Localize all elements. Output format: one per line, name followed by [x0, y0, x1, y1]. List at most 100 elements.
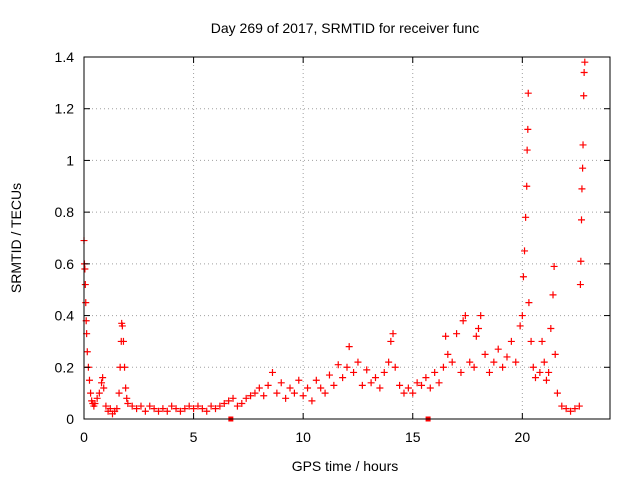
- data-point: [363, 366, 371, 374]
- data-point: [350, 368, 358, 376]
- data-point: [354, 358, 362, 366]
- data-point: [212, 405, 219, 413]
- data-point: [531, 374, 539, 382]
- data-point: [91, 399, 99, 407]
- data-point: [553, 389, 561, 397]
- data-point: [431, 368, 439, 376]
- data-point: [304, 384, 312, 392]
- data-point: [448, 358, 456, 366]
- data-point: [527, 337, 535, 345]
- data-point: [571, 405, 579, 413]
- data-point: [371, 374, 379, 382]
- data-point: [494, 345, 502, 353]
- x-tick-label: 0: [80, 429, 88, 445]
- data-point: [358, 381, 366, 389]
- data-point: [330, 381, 338, 389]
- data-point: [435, 379, 443, 387]
- y-tick-label: 0: [66, 411, 74, 427]
- data-point: [524, 89, 532, 97]
- data-points: [80, 58, 589, 422]
- data-point: [512, 358, 520, 366]
- data-point: [453, 330, 461, 338]
- data-point: [238, 399, 246, 407]
- data-point: [113, 405, 121, 413]
- data-point: [376, 384, 384, 392]
- data-point: [194, 402, 202, 410]
- data-point: [122, 384, 130, 392]
- data-point: [229, 394, 237, 402]
- data-point: [207, 402, 215, 410]
- data-point: [185, 402, 193, 410]
- data-point: [146, 402, 154, 410]
- data-point: [242, 394, 250, 402]
- data-point: [389, 330, 397, 338]
- data-point: [459, 317, 467, 325]
- grid: [84, 57, 610, 419]
- data-point: [580, 92, 588, 100]
- y-tick-label: 1.2: [55, 101, 75, 117]
- data-point: [102, 402, 110, 410]
- data-point: [525, 299, 533, 307]
- data-point: [83, 348, 91, 356]
- y-tick-label: 1: [66, 152, 74, 168]
- data-point: [81, 281, 89, 289]
- data-point: [558, 402, 566, 410]
- data-point: [286, 384, 294, 392]
- data-point: [426, 384, 434, 392]
- data-point: [264, 381, 272, 389]
- data-point: [547, 325, 555, 332]
- data-point: [124, 399, 132, 407]
- data-point: [499, 363, 507, 371]
- data-point: [155, 407, 163, 415]
- data-point: [439, 363, 447, 371]
- data-point: [95, 389, 103, 397]
- data-point: [522, 213, 530, 221]
- y-tick-label: 0.6: [55, 256, 75, 272]
- data-point: [422, 374, 430, 382]
- data-point: [295, 376, 303, 384]
- data-point: [100, 384, 108, 392]
- data-point: [81, 265, 89, 273]
- data-point: [181, 405, 189, 413]
- data-point: [567, 407, 575, 415]
- y-tick-label: 0.2: [55, 359, 75, 375]
- data-point: [367, 379, 375, 387]
- data-point: [273, 389, 281, 397]
- data-point: [118, 322, 126, 330]
- data-point: [538, 337, 546, 345]
- data-point: [470, 363, 478, 371]
- data-point: [115, 389, 123, 397]
- data-point: [277, 379, 285, 387]
- data-point: [339, 374, 347, 382]
- data-point: [524, 125, 532, 133]
- data-point: [577, 257, 585, 265]
- data-point: [106, 405, 114, 413]
- data-point: [380, 368, 388, 376]
- data-point: [466, 358, 474, 366]
- data-point: [137, 402, 145, 410]
- x-axis-title: GPS time / hours: [292, 458, 399, 474]
- data-point: [343, 363, 351, 371]
- data-point: [225, 397, 233, 405]
- data-point: [141, 407, 149, 415]
- data-point: [290, 389, 298, 397]
- data-point: [457, 368, 465, 376]
- data-point: [413, 379, 421, 387]
- data-point: [128, 402, 136, 410]
- data-point: [529, 363, 537, 371]
- data-point: [391, 363, 399, 371]
- data-point: [251, 389, 259, 397]
- data-point: [119, 337, 127, 345]
- data-point: [516, 322, 524, 330]
- data-point: [418, 381, 426, 389]
- data-point: [216, 402, 224, 410]
- data-point: [579, 141, 587, 149]
- data-point: [523, 146, 531, 154]
- data-point: [247, 392, 255, 400]
- data-point: [203, 407, 211, 415]
- data-point: [172, 405, 180, 413]
- data-point: [325, 371, 333, 379]
- data-point: [150, 405, 158, 413]
- y-tick-label: 1.4: [55, 49, 75, 65]
